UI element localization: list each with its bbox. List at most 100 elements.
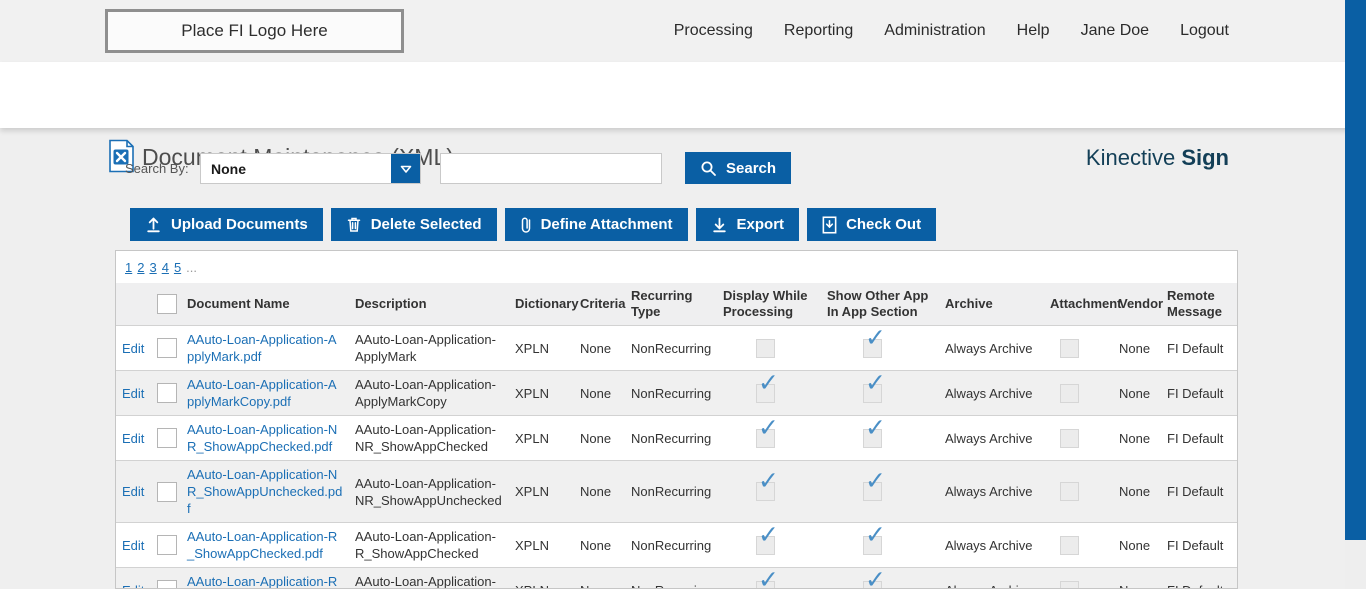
page-link-5[interactable]: 5 (173, 260, 182, 275)
page-ellipsis: ... (186, 260, 198, 275)
show-other-app-checkbox (863, 526, 886, 555)
display-while-processing-checkbox (756, 419, 779, 448)
column-header-archive: Archive (945, 296, 993, 311)
table-row: Edit AAuto-Loan-Application-R_ShowAppUnch… (116, 567, 1237, 589)
edit-cell: Edit (116, 325, 151, 371)
page-link-1[interactable]: 1 (125, 260, 133, 275)
row-checkbox[interactable] (157, 383, 177, 403)
criteria-cell: None (574, 370, 625, 416)
column-header-recurring-type: Recurring Type (631, 288, 693, 319)
page-link-3[interactable]: 3 (149, 260, 157, 275)
row-checkbox[interactable] (157, 481, 177, 502)
description-cell: AAuto-Loan-Application-ApplyMarkCopy (349, 370, 509, 416)
column-header-attachment: Attachment (1050, 296, 1122, 311)
edit-link[interactable]: Edit (122, 583, 144, 589)
search-by-select[interactable]: None (200, 153, 421, 184)
column-header-document-name: Document Name (187, 296, 290, 311)
brand-regular: Kinective (1085, 145, 1176, 170)
edit-cell: Edit (116, 460, 151, 523)
scrollbar-thumb[interactable] (1345, 0, 1366, 540)
edit-link[interactable]: Edit (122, 484, 145, 499)
vendor-cell: None (1113, 325, 1161, 371)
documents-table-container: 1 2 3 4 5... Document Name Description Diction… (115, 250, 1238, 589)
nav-item-jane-doe[interactable]: Jane Doe (1080, 22, 1150, 39)
document-link[interactable]: AAuto-Loan-Application-ApplyMarkCopy.pdf (187, 377, 337, 409)
edit-link[interactable]: Edit (122, 430, 145, 446)
document-link[interactable]: AAuto-Loan-Application-NR_ShowAppUncheck… (187, 467, 343, 516)
toolbar: Upload Documents Delete Selected Define … (130, 208, 937, 241)
recurring-type-cell: NonRecurring (625, 325, 717, 371)
export-button[interactable]: Export (695, 208, 800, 241)
document-link[interactable]: AAuto-Loan-Application-ApplyMark.pdf (187, 332, 337, 364)
export-label: Export (736, 216, 785, 233)
criteria-cell: None (574, 415, 625, 461)
top-nav: Processing Reporting Administration Help Jan… (674, 0, 1229, 62)
title-bar: Document Maintenance (XML) Kinective Sig… (0, 62, 1366, 173)
check-out-label: Check Out (846, 216, 922, 233)
criteria-cell: None (574, 460, 625, 523)
show-other-app-checkbox (863, 571, 886, 588)
show-other-app-cell (821, 522, 939, 568)
column-header-0 (116, 283, 151, 326)
define-attachment-button[interactable]: Define Attachment (504, 208, 688, 241)
edit-link[interactable]: Edit (122, 340, 145, 356)
document-link[interactable]: AAuto-Loan-Application-R_ShowAppChecked.… (187, 529, 338, 561)
nav-item-help[interactable]: Help (1016, 22, 1050, 39)
table-row: Edit AAuto-Loan-Application-ApplyMarkCopy… (116, 370, 1237, 416)
attachment-cell (1044, 567, 1113, 588)
check-out-button[interactable]: Check Out (807, 208, 937, 241)
trash-icon (347, 217, 360, 232)
document-link[interactable]: AAuto-Loan-Application-R_ShowAppUnchecke… (187, 574, 338, 589)
search-input[interactable] (440, 153, 662, 184)
display-while-processing-checkbox (756, 571, 779, 588)
search-button[interactable]: Search (685, 152, 792, 184)
criteria-cell: None (574, 325, 625, 371)
vendor-cell: None (1113, 415, 1161, 461)
chevron-down-icon (400, 165, 411, 173)
row-checkbox[interactable] (157, 338, 177, 358)
attachment-checkbox (1060, 535, 1079, 555)
define-attachment-label: Define Attachment (540, 216, 673, 233)
display-while-processing-cell (717, 567, 821, 588)
edit-link[interactable]: Edit (122, 385, 145, 401)
show-other-app-checkbox (863, 419, 886, 448)
row-checkbox[interactable] (157, 428, 177, 448)
archive-cell: Always Archive (939, 460, 1044, 523)
select-cell (151, 460, 181, 523)
nav-item-logout[interactable]: Logout (1180, 22, 1229, 39)
nav-item-reporting[interactable]: Reporting (783, 22, 854, 39)
upload-documents-label: Upload Documents (171, 216, 308, 233)
dictionary-cell: XPLN (509, 460, 574, 523)
select-all-checkbox[interactable] (157, 294, 177, 314)
show-other-app-checkbox (863, 472, 886, 502)
nav-item-processing[interactable]: Processing (673, 22, 753, 39)
upload-documents-button[interactable]: Upload Documents (130, 208, 323, 241)
column-header-1 (151, 283, 181, 326)
page-link-4[interactable]: 4 (161, 260, 169, 275)
edit-link[interactable]: Edit (122, 537, 145, 553)
attachment-checkbox (1060, 383, 1079, 403)
dictionary-cell: XPLN (509, 325, 574, 371)
display-while-processing-cell (717, 522, 821, 568)
nav-item-administration[interactable]: Administration (884, 22, 986, 39)
checkout-document-icon (822, 215, 837, 234)
row-checkbox[interactable] (157, 580, 177, 588)
document-name-cell: AAuto-Loan-Application-ApplyMarkCopy.pdf (181, 370, 349, 416)
document-name-cell: AAuto-Loan-Application-ApplyMark.pdf (181, 325, 349, 371)
page-link-2[interactable]: 2 (137, 260, 145, 275)
attachment-checkbox (1060, 428, 1079, 448)
select-arrow-button[interactable] (391, 154, 420, 183)
criteria-cell: None (574, 522, 625, 568)
vendor-cell: None (1113, 522, 1161, 568)
row-checkbox[interactable] (157, 535, 177, 555)
brand-bold: Sign (1181, 145, 1229, 170)
delete-selected-button[interactable]: Delete Selected (330, 208, 497, 241)
attachment-checkbox (1060, 338, 1079, 358)
search-by-selected-value: None (211, 160, 246, 177)
delete-selected-label: Delete Selected (370, 216, 482, 233)
search-icon (701, 161, 716, 176)
document-link[interactable]: AAuto-Loan-Application-NR_ShowAppChecked… (187, 422, 338, 454)
edit-cell: Edit (116, 370, 151, 416)
column-header-remote-message: Remote Message (1167, 288, 1222, 319)
documents-table: Document Name Description Dictionary Criter… (116, 283, 1237, 589)
